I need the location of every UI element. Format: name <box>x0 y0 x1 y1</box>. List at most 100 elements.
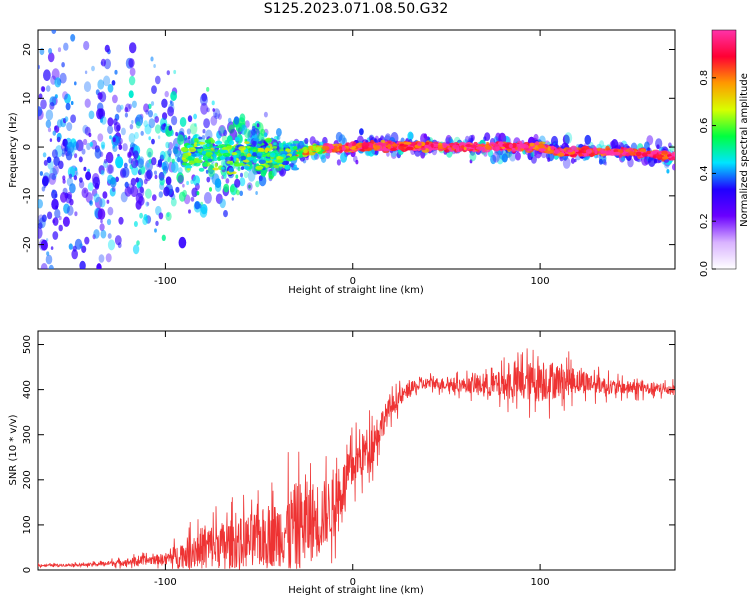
spectrogram-blob <box>359 128 364 136</box>
spectrogram-ridge-blob <box>290 156 298 161</box>
spectrogram-blob <box>468 135 474 143</box>
spectrogram-blob <box>176 172 184 184</box>
spectrogram-ridge-blob <box>194 146 202 150</box>
colorbar-label: Normalized spectral amplitude <box>739 73 750 227</box>
spectrogram-ridge-blob <box>191 153 197 157</box>
spectrogram-blob <box>146 162 150 168</box>
spectrogram-ridge-blob <box>452 144 460 150</box>
spectrogram-blob <box>423 133 428 139</box>
spectrogram-ridge-blob <box>402 144 409 147</box>
spectrogram-ridge-blob <box>344 149 350 152</box>
spectrogram-ridge-blob <box>198 167 205 172</box>
spectrogram-ylabel: Frequency (Hz) <box>8 112 19 188</box>
spectrogram-ridge-blob <box>233 157 237 162</box>
spectrogram-ridge-blob <box>654 149 660 153</box>
spectrogram-blob <box>93 229 100 239</box>
spectrogram-blobs <box>38 30 675 295</box>
spectrogram-ridge-blob <box>589 152 595 158</box>
spectrogram-blob <box>140 166 146 174</box>
spectrogram-ridge-blob <box>214 140 223 145</box>
spectrogram-blob <box>227 117 232 124</box>
spectrogram-blob <box>191 187 198 198</box>
spectrogram-blob <box>420 151 426 159</box>
spectrogram-blob <box>219 126 225 134</box>
spectrogram-blob <box>672 163 675 171</box>
spectrogram-blob <box>47 211 53 220</box>
spectrogram-ridge-blob <box>240 166 245 171</box>
spectrogram-ridge-blob <box>224 155 231 161</box>
spectrogram-ridge-blob <box>228 167 234 173</box>
spectrogram-blob <box>120 127 126 136</box>
spectrogram-blob <box>131 120 134 124</box>
spectrogram-blob <box>588 141 594 151</box>
spectrogram-blob <box>148 158 153 164</box>
spectrogram-ridge-blob <box>182 162 187 166</box>
spectrogram-blob <box>97 79 105 90</box>
spectrogram-blob <box>260 168 267 177</box>
spectrogram-ridge-blob <box>574 149 579 152</box>
spectrogram-blob <box>54 94 58 99</box>
spectrogram-ridge-blob <box>470 144 477 148</box>
spectrogram-ytick-label: 0 <box>22 144 33 150</box>
spectrogram-blob <box>130 185 138 197</box>
spectrogram-blob <box>58 215 62 221</box>
spectrogram-ridge-blob <box>641 152 649 157</box>
spectrogram-blob <box>38 227 43 239</box>
spectrogram-blob <box>137 158 144 169</box>
spectrogram-blob <box>155 75 161 85</box>
spectrogram-ridge-blob <box>567 149 574 153</box>
spectrogram-ridge-blob <box>550 145 555 150</box>
spectrogram-ridge-blob <box>290 143 297 147</box>
spectrogram-blob <box>123 162 128 169</box>
colorbar-tick-label: 0.8 <box>699 70 710 86</box>
spectrogram-xlabel: Height of straight line (km) <box>288 285 424 296</box>
spectrogram-blob <box>64 116 69 122</box>
spectrogram-ridge-blob <box>338 146 343 150</box>
spectrogram-ridge-blob <box>380 139 386 144</box>
spectrogram-blob <box>52 231 59 240</box>
spectrogram-blob <box>200 204 208 215</box>
spectrogram-blob <box>235 122 243 133</box>
spectrogram-blob <box>97 92 103 100</box>
spectrogram-blob <box>107 206 114 216</box>
spectrogram-blob <box>43 159 48 166</box>
spectrogram-blob <box>154 228 157 233</box>
spectrogram-ridge-blob <box>312 145 317 150</box>
spectrogram-blob <box>237 166 241 172</box>
spectrogram-blob <box>258 175 267 187</box>
spectrogram-blob <box>106 199 110 204</box>
spectrogram-blob <box>72 291 75 295</box>
spectrogram-blob <box>87 182 94 192</box>
spectrogram-blob <box>70 101 74 105</box>
spectrogram-ridge-blob <box>420 147 426 151</box>
spectrogram-blob <box>45 109 54 121</box>
spectrogram-blob <box>39 47 45 56</box>
spectrogram-ridge-blob <box>242 165 250 170</box>
spectrogram-blob <box>157 135 161 140</box>
spectrogram-ridge-blob <box>292 150 298 156</box>
spectrogram-blob <box>161 234 166 241</box>
spectrogram-blob <box>130 177 137 187</box>
spectrogram-ridge-blob <box>196 159 203 164</box>
spectrogram-blob <box>41 86 46 92</box>
spectrogram-blob <box>131 100 137 109</box>
spectrogram-blob <box>111 186 116 192</box>
snr-ytick-label: 500 <box>22 335 33 354</box>
spectrogram-blob <box>74 167 78 172</box>
spectrogram-blob <box>40 99 47 110</box>
spectrogram-ridge-blob <box>263 164 270 168</box>
spectrogram-ridge-blob <box>403 141 412 145</box>
spectrogram-blob <box>118 216 124 225</box>
spectrogram-blob <box>217 113 222 120</box>
spectrogram-blob <box>78 156 83 163</box>
spectrogram-blob <box>243 171 249 179</box>
spectrogram-blob <box>179 117 187 127</box>
spectrogram-blob <box>148 110 153 118</box>
spectrogram-blob <box>89 141 94 147</box>
spectrogram-ridge-blob <box>265 147 270 152</box>
snr-ytick-label: 100 <box>22 515 33 534</box>
spectrogram-ridge-blob <box>486 141 490 145</box>
spectrogram-blob <box>43 69 51 81</box>
spectrogram-ridge-blob <box>258 141 263 145</box>
spectrogram-ridge-blob <box>585 149 593 154</box>
